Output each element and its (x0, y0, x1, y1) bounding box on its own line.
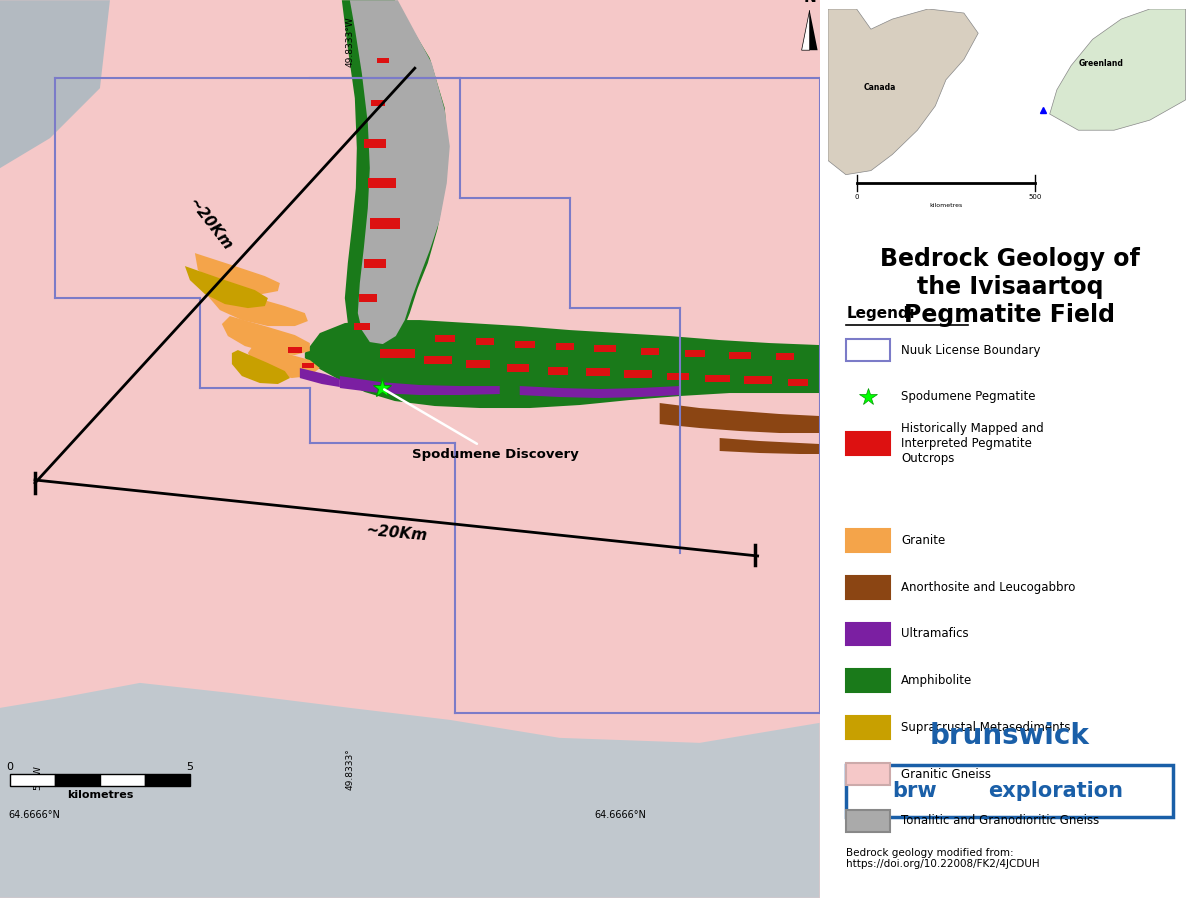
Polygon shape (208, 283, 308, 326)
Bar (364, 259, 386, 268)
FancyBboxPatch shape (846, 670, 890, 692)
Bar (547, 367, 568, 375)
FancyBboxPatch shape (846, 339, 890, 361)
Text: kilometres: kilometres (67, 790, 133, 800)
FancyBboxPatch shape (846, 577, 890, 599)
Bar (370, 217, 400, 229)
Polygon shape (305, 320, 820, 408)
Text: Legend:: Legend: (846, 306, 916, 321)
Text: Bedrock Geology of
the Ivisaartoq
Pegmatite Field: Bedrock Geology of the Ivisaartoq Pegmat… (880, 247, 1140, 327)
Bar (728, 351, 751, 358)
Text: Bedrock geology modified from:
https://doi.org/10.22008/FK2/4JCDUH: Bedrock geology modified from: https://d… (846, 848, 1040, 869)
Polygon shape (194, 253, 280, 294)
Bar (475, 338, 493, 345)
Polygon shape (520, 386, 679, 398)
Bar (302, 363, 314, 367)
Bar (371, 101, 385, 106)
Text: Historically Mapped and
Interpreted Pegmatite
Outcrops: Historically Mapped and Interpreted Pegm… (901, 422, 1044, 465)
Text: exploration: exploration (988, 781, 1123, 801)
Bar (775, 353, 793, 359)
Text: ~20Km: ~20Km (185, 195, 235, 253)
Polygon shape (248, 343, 320, 378)
Bar (667, 373, 689, 380)
Polygon shape (0, 0, 110, 168)
Polygon shape (185, 266, 268, 308)
Polygon shape (300, 368, 340, 387)
Polygon shape (802, 10, 810, 50)
FancyBboxPatch shape (846, 623, 890, 646)
Bar (434, 335, 455, 341)
Text: N: N (803, 0, 816, 5)
Text: 0: 0 (854, 194, 859, 200)
Text: 500: 500 (1028, 194, 1042, 200)
Bar (787, 379, 808, 385)
Text: brunswick: brunswick (930, 722, 1090, 750)
Text: 0: 0 (6, 762, 13, 772)
Text: 49.8333°W: 49.8333°W (346, 16, 354, 66)
Bar (641, 348, 659, 355)
Polygon shape (1050, 9, 1186, 130)
FancyBboxPatch shape (846, 765, 1174, 817)
Bar (145, 774, 190, 786)
Polygon shape (342, 0, 448, 350)
Bar (424, 356, 451, 364)
Polygon shape (222, 316, 310, 355)
Bar (354, 322, 370, 330)
Text: 49.8333°: 49.8333° (346, 748, 354, 790)
Text: Spodumene Pegmatite: Spodumene Pegmatite (901, 391, 1036, 403)
Text: Spodumene Discovery: Spodumene Discovery (384, 390, 578, 461)
FancyBboxPatch shape (846, 717, 890, 738)
Text: Anorthosite and Leucogabbro: Anorthosite and Leucogabbro (901, 581, 1075, 594)
Polygon shape (810, 10, 817, 50)
Polygon shape (232, 350, 290, 384)
Bar (368, 178, 396, 188)
Bar (706, 374, 730, 382)
Bar (515, 340, 535, 348)
Text: kilometres: kilometres (929, 203, 962, 208)
Bar (624, 370, 652, 378)
Text: Tonalitic and Granodioritic Gneiss: Tonalitic and Granodioritic Gneiss (901, 814, 1099, 827)
Bar (556, 342, 574, 349)
Text: Amphibolite: Amphibolite (901, 674, 973, 687)
Text: Greenland: Greenland (1079, 58, 1123, 67)
Bar (586, 368, 610, 376)
Bar (288, 347, 302, 353)
Text: ~20Km: ~20Km (365, 523, 427, 543)
Bar (594, 345, 616, 351)
Text: Canada: Canada (864, 83, 896, 92)
Polygon shape (679, 343, 820, 368)
Bar (100, 774, 145, 786)
FancyBboxPatch shape (846, 433, 890, 455)
Text: 64.6666°N: 64.6666°N (595, 810, 647, 820)
Bar (359, 294, 377, 302)
Text: 64.6666°N: 64.6666°N (8, 810, 60, 820)
FancyBboxPatch shape (846, 763, 890, 785)
Text: brw: brw (893, 781, 937, 801)
Text: Supracrustal Metasediments: Supracrustal Metasediments (901, 721, 1070, 734)
Bar (377, 57, 389, 63)
Text: Nuuk License Boundary: Nuuk License Boundary (901, 344, 1040, 357)
Bar (364, 138, 386, 147)
Bar (744, 376, 772, 384)
Polygon shape (660, 403, 820, 433)
Bar (10, 774, 55, 786)
Bar (55, 774, 100, 786)
Polygon shape (828, 9, 978, 174)
FancyBboxPatch shape (846, 810, 890, 832)
FancyBboxPatch shape (846, 530, 890, 551)
Bar (506, 364, 529, 372)
Polygon shape (0, 682, 820, 898)
Text: 5: 5 (186, 762, 193, 772)
Polygon shape (350, 0, 450, 344)
Text: 50°W: 50°W (34, 765, 42, 790)
Bar (685, 349, 704, 357)
Polygon shape (720, 438, 820, 454)
Polygon shape (340, 376, 499, 395)
Bar (380, 348, 415, 357)
Text: Ultramafics: Ultramafics (901, 628, 970, 640)
Bar (466, 360, 490, 368)
Text: Granite: Granite (901, 534, 946, 547)
Text: Granitic Gneiss: Granitic Gneiss (901, 768, 991, 780)
